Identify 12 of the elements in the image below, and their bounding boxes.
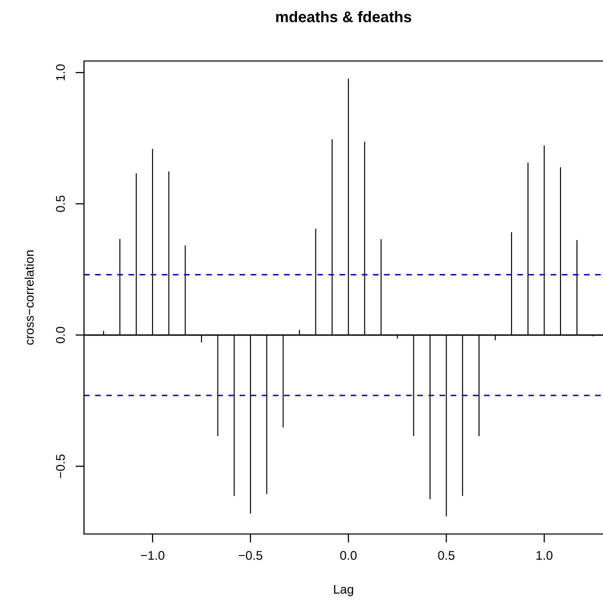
y-tick-label: 1.0 <box>56 64 65 80</box>
x-tick-label: 1.0 <box>536 550 552 560</box>
y-tick-label: −0.5 <box>56 454 65 478</box>
x-tick-label: 0.5 <box>438 550 454 560</box>
y-axis-title: cross−correlation <box>24 250 34 345</box>
y-tick-label: 0.0 <box>56 326 65 344</box>
chart-title: mdeaths & fdeaths <box>276 11 412 22</box>
x-tick-label: −0.5 <box>238 550 262 560</box>
x-tick-label: −1.0 <box>140 550 164 560</box>
y-tick-label: 0.5 <box>56 196 65 212</box>
x-tick-label: 0.0 <box>340 550 357 560</box>
x-axis-title: Lag <box>334 585 354 596</box>
